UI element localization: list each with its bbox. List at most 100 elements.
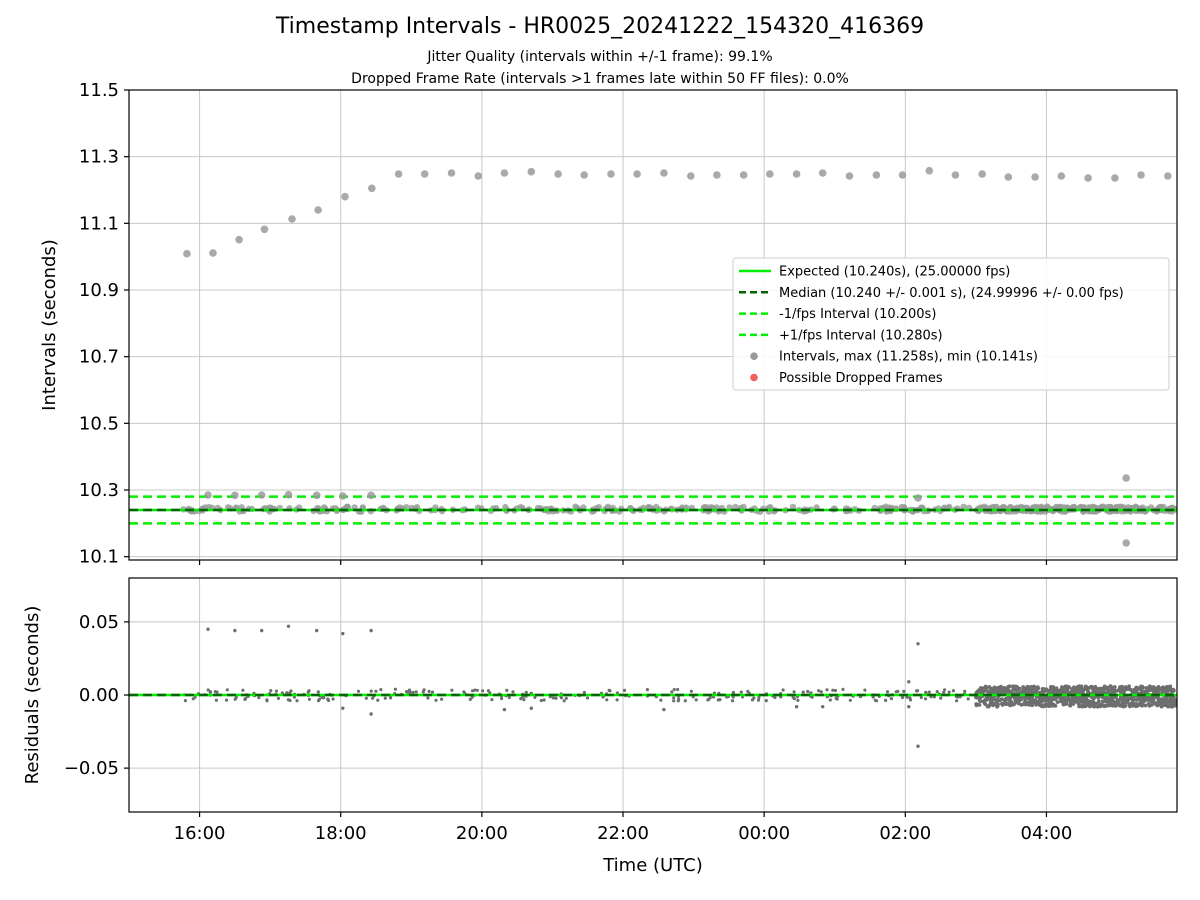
residual-outlier-point xyxy=(315,628,319,633)
interval-cluster-point xyxy=(946,503,953,511)
residual-point xyxy=(806,689,810,694)
residual-outlier-point xyxy=(260,628,264,633)
residual-point xyxy=(672,688,676,692)
top-ytick-label-4: 10.9 xyxy=(79,280,119,301)
interval-point xyxy=(341,192,349,201)
residual-point xyxy=(1070,698,1074,703)
residual-point xyxy=(1050,702,1055,707)
residual-point xyxy=(1157,700,1162,704)
bottom-ytick-label-1: 0.00 xyxy=(79,685,119,706)
interval-point xyxy=(1122,539,1130,547)
residual-point xyxy=(1095,704,1100,709)
residual-point xyxy=(265,699,269,703)
legend-label-0: Expected (10.240s), (25.00000 fps) xyxy=(779,265,1010,280)
residual-point xyxy=(374,689,378,693)
residual-point xyxy=(919,695,923,700)
residual-point xyxy=(730,699,735,703)
interval-point xyxy=(1164,172,1172,180)
residual-point xyxy=(1167,698,1171,703)
residual-point xyxy=(215,690,219,694)
residual-point xyxy=(670,690,674,694)
interval-point xyxy=(951,171,960,179)
residual-point xyxy=(992,690,997,695)
residual-point xyxy=(622,688,627,693)
residual-point xyxy=(383,696,387,700)
xtick-label-5: 02:00 xyxy=(879,823,931,844)
residual-point xyxy=(1030,703,1034,708)
residual-point xyxy=(507,695,511,700)
residual-point xyxy=(791,695,795,699)
residual-point xyxy=(1028,686,1033,690)
residual-point xyxy=(1090,687,1095,691)
interval-point xyxy=(339,492,347,500)
residual-point xyxy=(542,698,546,702)
residual-point xyxy=(286,698,290,702)
residual-point xyxy=(819,690,823,694)
chart-title: Timestamp Intervals - HR0025_20241222_15… xyxy=(275,14,925,39)
residual-point xyxy=(1059,688,1063,692)
residual-point xyxy=(1064,685,1068,690)
interval-point xyxy=(474,172,483,180)
interval-point xyxy=(1057,172,1066,180)
residual-outlier-point xyxy=(794,705,799,709)
residual-point xyxy=(1006,685,1010,689)
interval-point xyxy=(447,169,456,177)
residual-point xyxy=(1063,689,1067,694)
interval-point xyxy=(1111,174,1119,182)
residual-outlier-point xyxy=(821,705,825,709)
xtick-label-1: 18:00 xyxy=(315,823,367,844)
residual-point xyxy=(1091,696,1096,700)
residual-point xyxy=(1036,686,1041,691)
interval-cluster-point xyxy=(1113,503,1120,511)
residual-point xyxy=(1096,695,1101,700)
residual-point xyxy=(224,698,229,702)
residual-point xyxy=(828,698,832,702)
residual-point xyxy=(326,697,330,701)
legend-label-3: +1/fps Interval (10.280s) xyxy=(779,328,943,343)
interval-point xyxy=(284,490,293,499)
residual-point xyxy=(1166,704,1170,709)
residual-outlier-point xyxy=(907,705,911,709)
residual-point xyxy=(1087,704,1092,708)
residual-point xyxy=(331,697,335,701)
residual-point xyxy=(440,697,444,701)
residual-point xyxy=(889,697,894,701)
interval-point xyxy=(1084,174,1092,182)
residual-point xyxy=(316,699,321,703)
residual-point xyxy=(924,697,928,701)
interval-point xyxy=(1122,474,1130,482)
interval-point xyxy=(792,170,801,178)
residual-point xyxy=(1082,696,1086,701)
residual-point xyxy=(752,696,756,700)
interval-point xyxy=(260,225,269,234)
interval-point xyxy=(580,171,588,179)
residual-point xyxy=(554,696,558,700)
residual-point xyxy=(817,689,821,693)
interval-point xyxy=(368,184,376,193)
residual-point xyxy=(833,688,838,693)
residual-outlier-point xyxy=(206,627,210,631)
interval-point xyxy=(394,170,403,178)
residual-point xyxy=(801,690,805,694)
interval-point xyxy=(204,491,212,499)
residual-point xyxy=(672,699,676,703)
residual-point xyxy=(1047,704,1052,708)
top-ytick-label-5: 11.1 xyxy=(79,213,119,234)
residual-outlier-point xyxy=(369,628,373,633)
residual-point xyxy=(924,690,928,694)
residual-point xyxy=(307,697,311,701)
residual-point xyxy=(379,688,383,692)
xlabel: Time (UTC) xyxy=(602,855,703,876)
residual-point xyxy=(1134,690,1139,695)
residual-point xyxy=(809,691,813,695)
residual-point xyxy=(486,689,490,693)
residual-outlier-point xyxy=(907,680,911,684)
interval-point xyxy=(845,172,854,180)
residual-point xyxy=(979,687,984,692)
residual-point xyxy=(551,696,555,700)
residual-point xyxy=(885,690,890,694)
residual-point xyxy=(1004,702,1009,707)
residual-point xyxy=(582,690,587,695)
residual-point xyxy=(984,685,989,690)
